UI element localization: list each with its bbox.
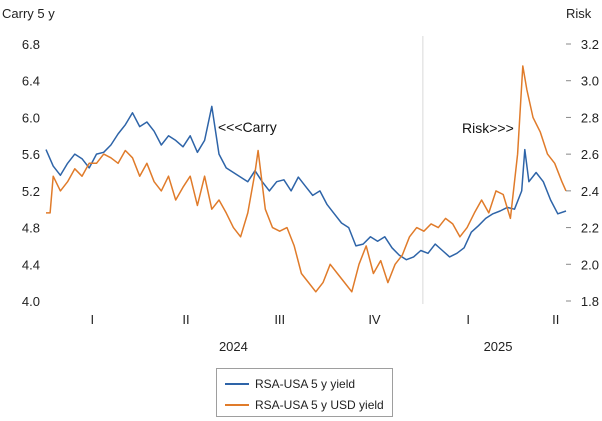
quarter-label: IV — [368, 312, 381, 327]
series-lines — [45, 65, 567, 293]
legend: RSA-USA 5 y yield RSA-USA 5 y USD yield — [216, 368, 393, 417]
right-tick-label: 3.0 — [581, 74, 599, 89]
left-tick-label: 4.8 — [22, 221, 40, 236]
left-tick-label: 6.4 — [22, 74, 40, 89]
risk-annotation: Risk>>> — [462, 120, 514, 136]
left-tick-label: 6.8 — [22, 37, 40, 52]
quarter-label: II — [552, 312, 559, 327]
series-line-rsa-usa-5y-usd-yield — [46, 65, 567, 293]
right-tick-label: 3.2 — [581, 37, 599, 52]
right-axis-ticks: 1.8 2.0 2.2 2.4 2.6 2.8 3.0 3.2 — [566, 37, 599, 309]
legend-label: RSA-USA 5 y USD yield — [255, 398, 384, 412]
right-tick-label: 2.0 — [581, 257, 599, 272]
year-label: 2024 — [219, 339, 248, 354]
carry-annotation: <<<Carry — [218, 119, 277, 135]
left-axis-ticks: 4.0 4.4 4.8 5.2 5.6 6.0 6.4 6.8 — [22, 37, 40, 309]
legend-label: RSA-USA 5 y yield — [255, 377, 356, 391]
right-tick-label: 2.6 — [581, 147, 599, 162]
left-tick-label: 4.0 — [22, 294, 40, 309]
series-line-rsa-usa-5y-yield — [45, 105, 567, 261]
quarter-label: II — [182, 312, 189, 327]
legend-swatch-orange — [225, 404, 249, 406]
year-label: 2025 — [484, 339, 513, 354]
quarter-label: I — [91, 312, 95, 327]
quarter-label: III — [274, 312, 285, 327]
left-tick-label: 5.6 — [22, 147, 40, 162]
right-axis-title: Risk — [566, 6, 592, 21]
left-tick-label: 6.0 — [22, 110, 40, 125]
right-tick-label: 2.8 — [581, 110, 599, 125]
legend-item-rsa-usa-5y-yield: RSA-USA 5 y yield — [225, 375, 355, 393]
quarter-label: I — [466, 312, 470, 327]
right-tick-label: 1.8 — [581, 294, 599, 309]
left-axis-title: Carry 5 y — [2, 6, 55, 21]
legend-swatch-blue — [225, 383, 249, 385]
left-tick-label: 4.4 — [22, 257, 40, 272]
left-tick-label: 5.2 — [22, 184, 40, 199]
right-tick-label: 2.2 — [581, 221, 599, 236]
right-tick-label: 2.4 — [581, 184, 599, 199]
legend-item-rsa-usa-5y-usd-yield: RSA-USA 5 y USD yield — [225, 396, 384, 414]
